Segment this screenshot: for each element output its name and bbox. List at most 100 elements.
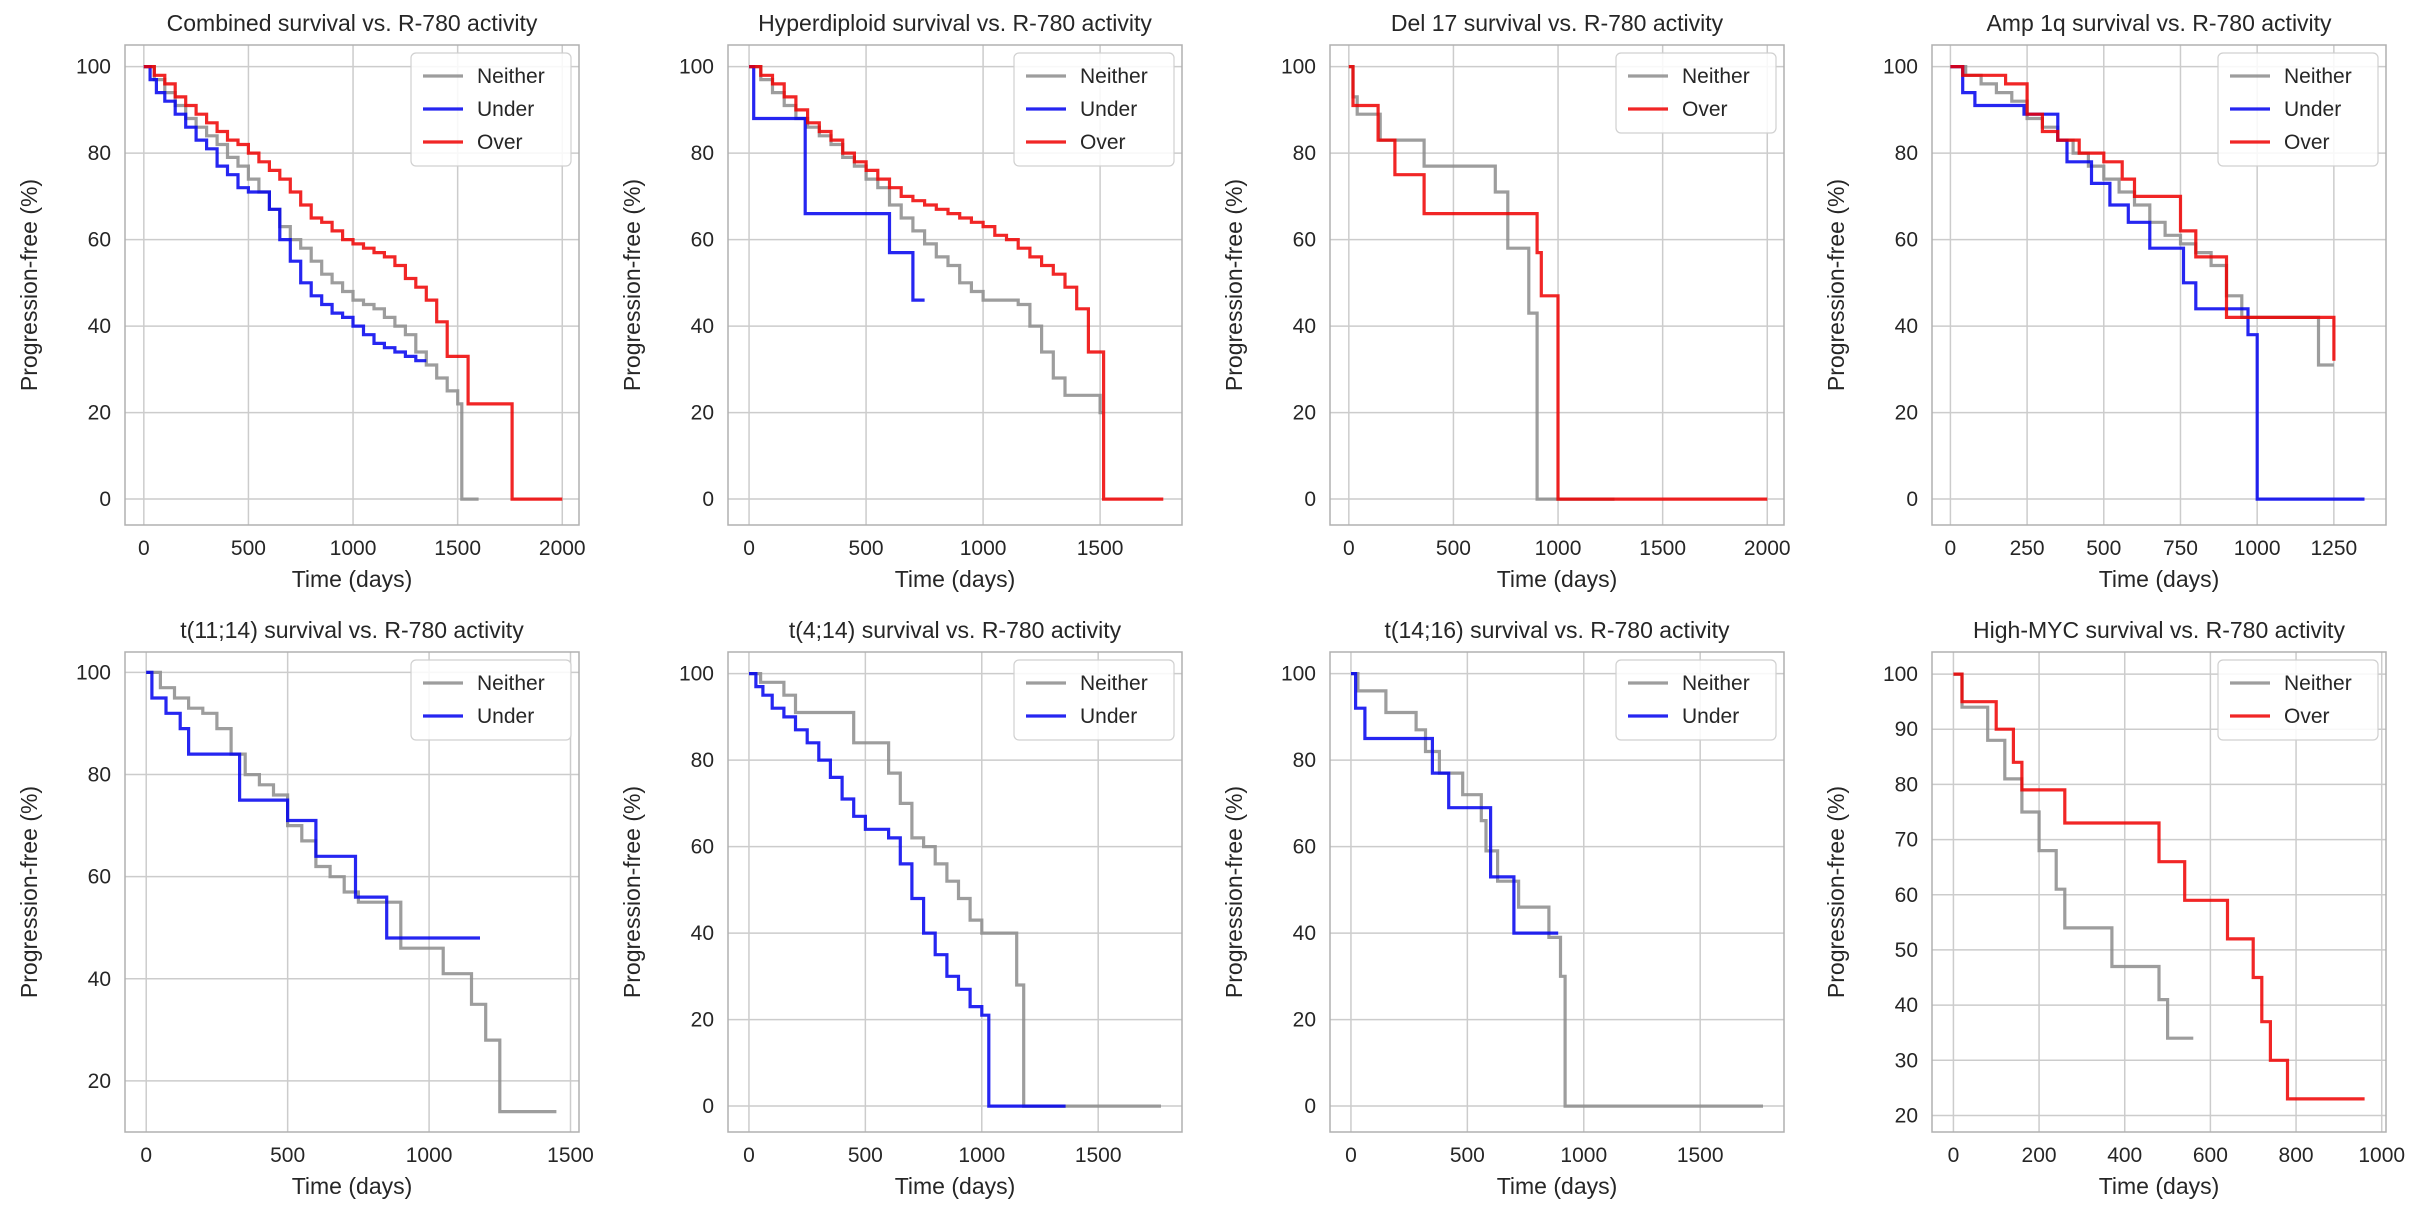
legend-label-neither: Neither: [2284, 672, 2352, 695]
x-tick-label: 2000: [1744, 537, 1791, 560]
y-axis-label: Progression-free (%): [619, 179, 645, 391]
x-tick-label: 0: [1948, 1144, 1960, 1167]
x-tick-label: 1000: [960, 537, 1007, 560]
chart-title: Combined survival vs. R-780 activity: [167, 10, 538, 36]
legend-box: [1013, 52, 1175, 167]
series-line-under: [749, 65, 925, 302]
series-line-neither: [1348, 65, 1615, 501]
y-tick-label: 40: [1293, 922, 1316, 945]
x-tick-label: 1500: [434, 537, 481, 560]
legend-label-over: Over: [1080, 131, 1126, 154]
chart-title: Hyperdiploid survival vs. R-780 activity: [758, 10, 1152, 36]
x-tick-label: 500: [2086, 537, 2121, 560]
x-tick-label: 1500: [1677, 1144, 1724, 1167]
y-tick-label: 100: [1281, 56, 1316, 79]
series-line-neither: [749, 672, 1161, 1108]
chart-title: t(14;16) survival vs. R-780 activity: [1384, 617, 1730, 643]
legend-box: [410, 659, 572, 741]
subplot-5: 0 500 1000 1500 20 40 60 80 100 t(11;14) survival…: [16, 617, 594, 1199]
x-tick-label: 1000: [2358, 1144, 2405, 1167]
x-axis-label: Time (days): [1497, 1173, 1618, 1199]
x-tick-label: 500: [231, 537, 266, 560]
legend-box: [410, 52, 572, 167]
y-tick-label: 0: [1304, 488, 1316, 511]
subplot-3: 0 500 1000 1500 2000 0 20 40 60 80 100 Del 17 survi…: [1221, 10, 1791, 592]
x-tick-label: 1500: [1639, 537, 1686, 560]
legend-label-under: Under: [1080, 98, 1137, 121]
series-line-neither: [1953, 672, 2194, 1040]
y-tick-label: 50: [1895, 939, 1918, 962]
chart-title: t(4;14) survival vs. R-780 activity: [789, 617, 1122, 643]
y-axis-label: Progression-free (%): [619, 786, 645, 998]
y-axis-label: Progression-free (%): [16, 179, 42, 391]
chart-title: Amp 1q survival vs. R-780 activity: [1986, 10, 2332, 36]
x-tick-label: 400: [2107, 1144, 2142, 1167]
legend: Neither Under Over: [410, 52, 572, 167]
x-tick-label: 0: [1345, 1144, 1357, 1167]
series-line-under: [1950, 65, 2365, 501]
axes-frame: [1329, 44, 1785, 526]
x-tick-label: 1000: [406, 1144, 453, 1167]
legend-label-over: Over: [477, 131, 523, 154]
subplot-6: 0 500 1000 1500 0 20 40 60 80 100 t(4;14) survival…: [619, 617, 1183, 1199]
x-tick-label: 750: [2163, 537, 2198, 560]
y-tick-label: 80: [1895, 142, 1918, 165]
chart-title: High-MYC survival vs. R-780 activity: [1973, 617, 2345, 643]
x-tick-label: 0: [743, 1144, 755, 1167]
y-tick-label: 60: [1293, 836, 1316, 859]
x-tick-label: 0: [1945, 537, 1957, 560]
legend-label-over: Over: [1682, 98, 1728, 121]
legend: Neither Under Over: [1013, 52, 1175, 167]
y-tick-label: 40: [88, 968, 111, 991]
y-tick-label: 20: [1293, 402, 1316, 425]
y-tick-label: 40: [691, 315, 714, 338]
legend: Neither Under: [410, 659, 572, 741]
legend: Neither Under: [1615, 659, 1777, 741]
y-axis-label: Progression-free (%): [16, 786, 42, 998]
legend: Neither Over: [1615, 52, 1777, 134]
series-line-over: [1950, 65, 2336, 361]
axes-frame: [727, 651, 1183, 1133]
legend-label-under: Under: [2284, 98, 2341, 121]
x-tick-label: 1500: [1077, 537, 1124, 560]
y-tick-label: 100: [1883, 56, 1918, 79]
x-tick-label: 1500: [1075, 1144, 1122, 1167]
x-axis-label: Time (days): [1497, 566, 1618, 592]
y-tick-label: 40: [691, 922, 714, 945]
y-tick-label: 60: [1895, 884, 1918, 907]
y-tick-label: 60: [88, 866, 111, 889]
legend-box: [1615, 659, 1777, 741]
y-tick-label: 20: [1293, 1009, 1316, 1032]
legend-label-over: Over: [2284, 131, 2330, 154]
y-tick-label: 0: [99, 488, 111, 511]
y-tick-label: 100: [679, 56, 714, 79]
legend-label-neither: Neither: [2284, 65, 2352, 88]
legend-box: [2217, 52, 2379, 167]
y-axis-label: Progression-free (%): [1221, 786, 1247, 998]
x-tick-label: 600: [2193, 1144, 2228, 1167]
y-tick-label: 80: [691, 749, 714, 772]
axes-frame: [124, 44, 580, 526]
legend-label-neither: Neither: [477, 65, 545, 88]
y-tick-label: 100: [679, 663, 714, 686]
series-line-under: [1351, 672, 1559, 935]
legend: Neither Under: [1013, 659, 1175, 741]
legend-label-under: Under: [477, 705, 534, 728]
x-tick-label: 500: [270, 1144, 305, 1167]
chart-title: Del 17 survival vs. R-780 activity: [1391, 10, 1724, 36]
legend-label-neither: Neither: [1682, 65, 1750, 88]
y-tick-label: 60: [691, 229, 714, 252]
axes-frame: [1931, 44, 2387, 526]
y-tick-label: 80: [88, 142, 111, 165]
x-axis-label: Time (days): [292, 566, 413, 592]
series-line-over: [749, 65, 1164, 501]
x-tick-label: 1500: [547, 1144, 594, 1167]
x-axis-label: Time (days): [2099, 1173, 2220, 1199]
y-tick-label: 20: [691, 402, 714, 425]
x-tick-label: 500: [849, 537, 884, 560]
y-tick-label: 100: [1281, 663, 1316, 686]
x-axis-label: Time (days): [895, 1173, 1016, 1199]
y-tick-label: 100: [76, 661, 111, 684]
x-tick-label: 0: [1343, 537, 1355, 560]
legend-label-under: Under: [1682, 705, 1739, 728]
